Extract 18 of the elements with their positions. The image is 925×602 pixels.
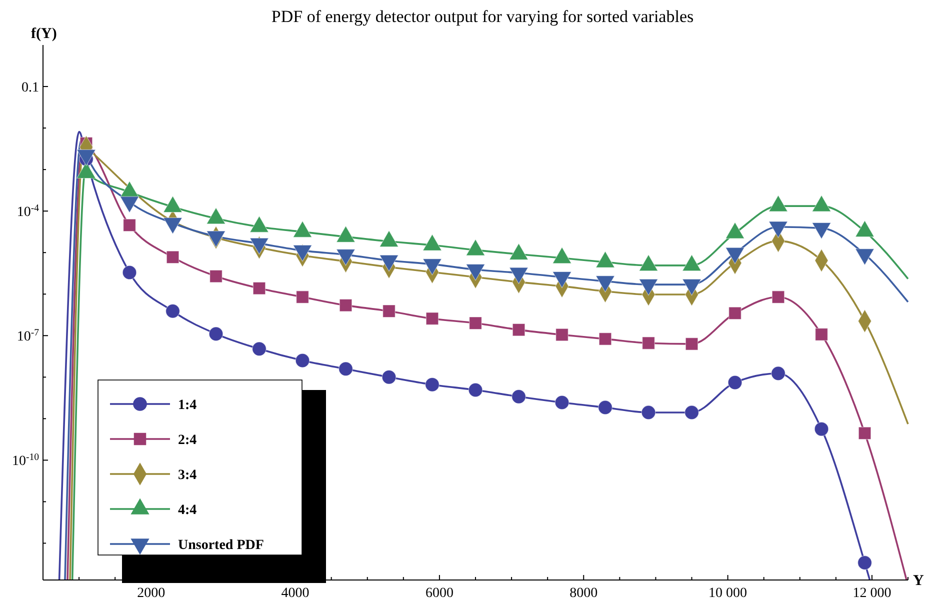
y-tick-label: 10$^{-10}$ [12, 452, 40, 470]
legend-label: 4:4 [178, 503, 197, 518]
x-tick-label: 12 000 [852, 586, 892, 601]
legend-label: 3:4 [178, 468, 197, 483]
x-tick-label: 10 000 [708, 586, 748, 601]
x-axis-title: Y [913, 573, 924, 589]
legend-label: 1:4 [178, 398, 197, 413]
x-tick-label: 8000 [570, 586, 598, 601]
x-tick-label: 4000 [281, 586, 310, 601]
y-tick-label: 10$^{-4}$ [16, 202, 40, 220]
legend-label: 2:4 [178, 433, 197, 448]
y-tick-label: 10$^{-7}$ [16, 327, 40, 345]
legend-label: Unsorted PDF [178, 538, 264, 553]
y-tick-label: 0.1 [22, 80, 39, 96]
x-tick-label: 6000 [425, 586, 454, 601]
y-axis-title: f(Y) [31, 26, 57, 42]
x-tick-label: 2000 [137, 586, 166, 601]
chart-title: PDF of energy detector output for varying for sorted variables [271, 7, 694, 26]
